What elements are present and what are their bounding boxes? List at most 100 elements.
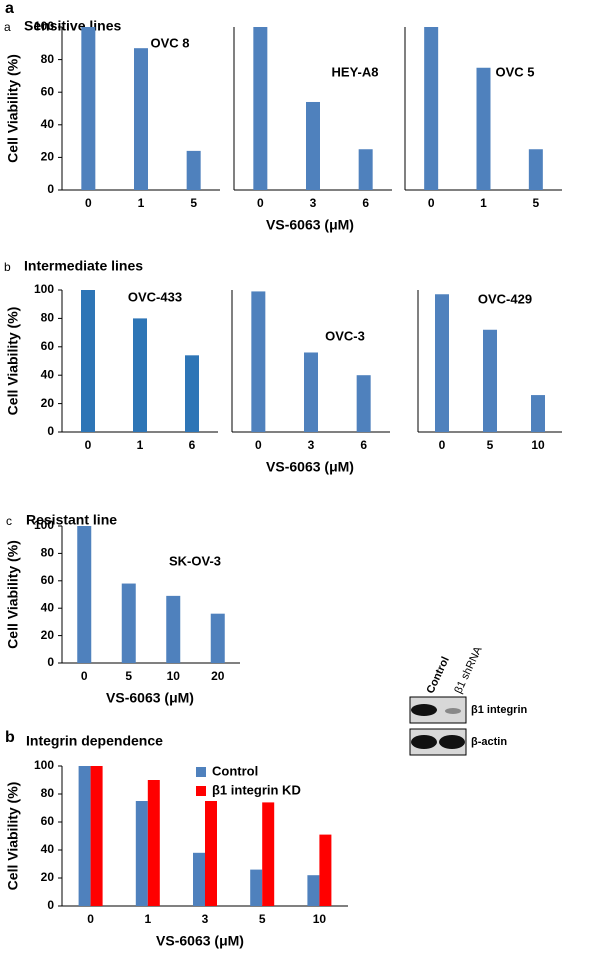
x-tick-label: 0 bbox=[428, 196, 435, 210]
blot-band bbox=[445, 708, 461, 714]
bar bbox=[166, 595, 181, 663]
bar bbox=[251, 291, 266, 432]
y-tick-label: 20 bbox=[41, 396, 55, 410]
y-axis-label: Cell Viability (%) bbox=[5, 782, 21, 891]
y-tick-label: 20 bbox=[41, 628, 55, 642]
y-tick-label: 100 bbox=[34, 282, 54, 296]
y-tick-label: 0 bbox=[47, 182, 54, 196]
bar bbox=[358, 149, 373, 190]
bar bbox=[483, 329, 497, 432]
figure-label: b bbox=[5, 729, 15, 746]
x-tick-label: 10 bbox=[313, 912, 327, 926]
x-axis-label: VS-6063 (μM) bbox=[106, 690, 194, 706]
band-label: β1 integrin bbox=[471, 704, 528, 716]
x-tick-label: 0 bbox=[257, 196, 264, 210]
x-axis-label: VS-6063 (μM) bbox=[266, 217, 354, 233]
y-axis-label: Cell Viability (%) bbox=[5, 540, 21, 649]
x-tick-label: 1 bbox=[137, 438, 144, 452]
x-tick-label: 5 bbox=[190, 196, 197, 210]
y-tick-label: 0 bbox=[47, 424, 54, 438]
bar bbox=[133, 318, 147, 432]
bar bbox=[134, 48, 148, 190]
bar bbox=[77, 526, 92, 663]
bar bbox=[205, 801, 217, 906]
x-tick-label: 5 bbox=[487, 438, 494, 452]
x-tick-label: 10 bbox=[167, 669, 181, 683]
y-tick-label: 80 bbox=[41, 52, 55, 66]
section-label: c bbox=[6, 514, 12, 528]
x-tick-label: 6 bbox=[360, 438, 367, 452]
band-label: β-actin bbox=[471, 736, 507, 748]
blot-band bbox=[411, 735, 437, 749]
bar bbox=[476, 67, 491, 190]
bar bbox=[81, 27, 96, 190]
bar bbox=[78, 766, 91, 906]
bar bbox=[531, 395, 545, 432]
y-tick-label: 80 bbox=[41, 786, 55, 800]
western-blot: Control β1 shRNA β1 integrin β-actin bbox=[409, 644, 528, 756]
chart-title: SK-OV-3 bbox=[169, 553, 221, 568]
y-tick-label: 80 bbox=[41, 311, 55, 325]
section-label: b bbox=[4, 260, 11, 274]
y-axis-label: Cell Viability (%) bbox=[5, 54, 21, 163]
x-tick-label: 3 bbox=[310, 196, 317, 210]
y-tick-label: 60 bbox=[41, 84, 55, 98]
y-tick-label: 100 bbox=[34, 758, 54, 772]
bar bbox=[250, 869, 263, 906]
y-axis-label: Cell Viability (%) bbox=[5, 307, 21, 416]
bar bbox=[81, 290, 95, 432]
y-tick-label: 40 bbox=[41, 600, 55, 614]
bar bbox=[90, 766, 103, 906]
chart-title: OVC-433 bbox=[128, 289, 182, 304]
x-tick-label: 0 bbox=[85, 196, 92, 210]
x-tick-label: 20 bbox=[211, 669, 225, 683]
x-tick-label: 1 bbox=[480, 196, 487, 210]
bar bbox=[435, 294, 449, 432]
y-tick-label: 100 bbox=[34, 19, 54, 33]
bar bbox=[121, 583, 136, 663]
x-axis-label: VS-6063 (μM) bbox=[156, 933, 244, 949]
bar bbox=[304, 352, 318, 432]
x-tick-label: 3 bbox=[308, 438, 315, 452]
x-tick-label: 0 bbox=[81, 669, 88, 683]
bar bbox=[307, 875, 320, 906]
chart-title: OVC-429 bbox=[478, 291, 532, 306]
y-tick-label: 20 bbox=[41, 870, 55, 884]
x-tick-label: 0 bbox=[87, 912, 94, 926]
x-tick-label: 1 bbox=[138, 196, 145, 210]
chart-title: HEY-A8 bbox=[332, 64, 379, 79]
y-tick-label: 40 bbox=[41, 117, 55, 131]
bar bbox=[424, 27, 439, 190]
y-tick-label: 40 bbox=[41, 842, 55, 856]
chart-title: OVC 8 bbox=[150, 35, 189, 50]
bar bbox=[185, 355, 199, 432]
bar bbox=[210, 613, 225, 663]
lane-label: Control bbox=[424, 655, 451, 696]
x-tick-label: 6 bbox=[189, 438, 196, 452]
chart-title: OVC 5 bbox=[495, 64, 534, 79]
bar bbox=[135, 801, 148, 906]
legend-label: β1 integrin KD bbox=[212, 782, 301, 797]
x-tick-label: 0 bbox=[439, 438, 446, 452]
section-title: Sensitive lines bbox=[24, 18, 121, 34]
legend-swatch bbox=[196, 786, 206, 796]
x-tick-label: 10 bbox=[531, 438, 545, 452]
x-tick-label: 6 bbox=[362, 196, 369, 210]
y-tick-label: 80 bbox=[41, 546, 55, 560]
lane-label: β1 shRNA bbox=[452, 644, 484, 695]
bar bbox=[356, 375, 371, 432]
x-tick-label: 1 bbox=[144, 912, 151, 926]
bar bbox=[253, 27, 268, 190]
x-tick-label: 5 bbox=[259, 912, 266, 926]
y-tick-label: 0 bbox=[47, 655, 54, 669]
bar bbox=[193, 852, 205, 906]
legend-label: Control bbox=[212, 763, 258, 778]
y-tick-label: 0 bbox=[47, 898, 54, 912]
y-tick-label: 60 bbox=[41, 573, 55, 587]
section-title: Intermediate lines bbox=[24, 258, 143, 274]
y-tick-label: 60 bbox=[41, 814, 55, 828]
x-tick-label: 0 bbox=[255, 438, 262, 452]
x-tick-label: 5 bbox=[532, 196, 539, 210]
chart-title: OVC-3 bbox=[325, 328, 365, 343]
